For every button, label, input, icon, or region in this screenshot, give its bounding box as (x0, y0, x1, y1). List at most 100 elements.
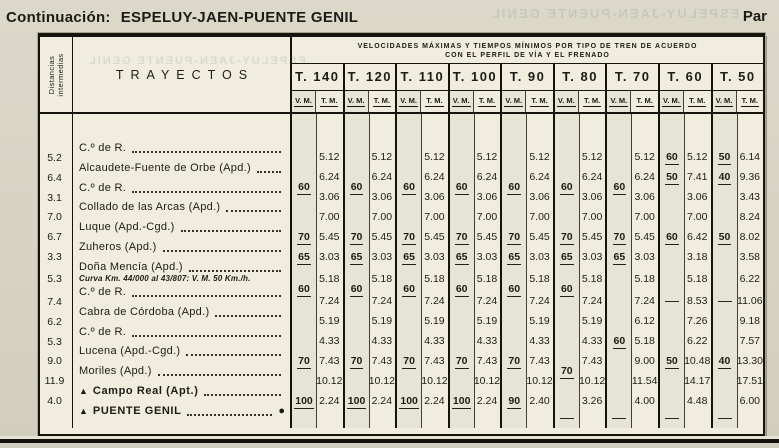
tm-value: 4.33 (529, 335, 550, 347)
tm-value: 7.00 (634, 210, 655, 223)
tm-value: 7.43 (476, 354, 498, 367)
station-row: Cabra de Córdoba (Apd.) (79, 304, 285, 320)
tm-header: T. M. (684, 91, 711, 113)
train-column-T110: 5.12 6.24 3.06 7.00 5.45 3.03 5.18 7.24 5.19 4.33… (395, 114, 448, 428)
vm-value: 70 (607, 230, 631, 245)
tm-value: 3.06 (529, 191, 550, 204)
tm-value: 6.24 (476, 171, 498, 184)
vm-value: 65 (345, 250, 369, 265)
tm-value: 3.06 (687, 191, 708, 204)
vm-value: 60 (502, 282, 526, 297)
tm-value: 6.42 (687, 230, 708, 243)
vmtm-pair: V. M. T. M. (710, 90, 764, 112)
vm-value-text: 100 (346, 394, 367, 409)
vm-value: 60 (607, 180, 631, 196)
tm-value: 4.33 (424, 335, 445, 347)
train-type-header: T. 120 (342, 63, 396, 90)
vm-value: 60 (397, 282, 421, 297)
station-name: Lucena (Apd.-Cgd.) (79, 345, 181, 358)
bleedthrough-text: ESPELUY-JAEN-PUENTE GENIL (87, 55, 306, 67)
tm-value: 5.18 (687, 272, 708, 285)
station-name: Collado de las Arcas (Apd.) (79, 201, 221, 214)
tm-value: 7.00 (319, 210, 340, 223)
vm-value: 100 (397, 394, 421, 409)
train-column-T70: 5.12 6.24 3.06 7.00 5.45 3.03 5.18 7.24 6.12 5.18… (605, 114, 658, 428)
vm-value: 60 (292, 282, 316, 297)
tm-header: T. M. (316, 91, 343, 113)
tm-header-label: T. M. (320, 95, 339, 107)
dotted-leader (132, 190, 281, 193)
tm-value: 5.18 (634, 335, 655, 347)
tm-value: 10.12 (316, 374, 343, 387)
station-name: Campo Real (Apt.) (92, 385, 199, 398)
vm-value: 60 (292, 180, 316, 196)
tm-value: 7.57 (739, 335, 760, 347)
tm-value: 7.24 (476, 295, 498, 308)
vm-value: 40 (713, 170, 737, 186)
page-title: Continuación: ESPELUY-JAEN-PUENTE GENIL (6, 9, 358, 26)
speed-banner: VELOCIDADES MÁXIMAS Y TIEMPOS MÍNIMOS PO… (292, 37, 763, 64)
distance-value: 5.3 (47, 273, 62, 286)
vm-value-text: 65 (402, 250, 416, 265)
station-name: C.º de R. (79, 325, 127, 338)
tm-value: 7.00 (476, 210, 498, 223)
train-type-header: T. 110 (395, 63, 448, 90)
vm-value-text: 70 (349, 354, 364, 369)
train-type-header: T. 70 (605, 63, 658, 90)
tm-value: 11.06 (737, 295, 763, 308)
tm-value: 5.12 (476, 151, 498, 164)
distance-value: 7.0 (47, 211, 62, 224)
train-column-T120: 5.12 6.24 3.06 7.00 5.45 3.03 5.18 7.24 5.19 4.33… (342, 114, 396, 428)
tm-value: 3.03 (476, 250, 498, 263)
vm-value: 50 (660, 170, 684, 186)
vm-value-text: 60 (612, 335, 627, 349)
tm-header-label: T. M. (635, 95, 654, 107)
train-column-T100: 5.12 6.24 3.06 7.00 5.45 3.03 5.18 7.24 5.19 4.33… (447, 114, 501, 428)
vmtm-pair: V. M. T. M. (500, 90, 553, 112)
vm-value-text: 70 (402, 354, 416, 369)
vmtm-row: V. M. T. M. V. M. T. M. V. M. T. M. V. M. T. M.… (292, 90, 764, 114)
table-header: Distancias intermedias ESPELUY-JAEN-PUEN… (40, 37, 763, 114)
page-bottom-edge (0, 439, 779, 443)
tm-value: 8.24 (739, 210, 760, 223)
tm-header: T. M. (369, 91, 396, 113)
vm-value-text: 70 (297, 354, 311, 369)
vm-subcolumn (292, 114, 317, 428)
dotted-leader (132, 150, 281, 153)
vm-value: 100 (450, 394, 474, 409)
vm-header-label: V. M. (714, 95, 734, 107)
train-type-header: T. 90 (500, 63, 553, 90)
vm-value-text: 60 (297, 282, 311, 297)
dotted-leader (226, 210, 281, 213)
tm-header-label: T. M. (688, 95, 707, 107)
vm-subcolumn (712, 114, 738, 428)
tm-value: 5.45 (424, 230, 445, 243)
tm-value: 4.33 (319, 335, 340, 347)
tm-value: 3.18 (687, 250, 708, 263)
vm-value: 60 (607, 334, 631, 349)
page-corner-label: Par (742, 8, 767, 25)
distance-value: 4.0 (47, 395, 62, 408)
vm-value: 60 (555, 180, 579, 196)
tm-header: T. M. (474, 91, 501, 113)
table-body: 5.2 6.4 3.1 7.0 6.7 3.3 5.3 7.4 6.2 5.3 9.0 11.9 4.0… (40, 114, 763, 428)
vm-value-text: 70 (559, 364, 574, 379)
dotted-leader (186, 354, 281, 357)
vm-header-label: V. M. (504, 95, 524, 107)
vm-value-text: 65 (507, 250, 522, 265)
tm-value: 3.06 (319, 191, 340, 204)
tm-value: 3.26 (581, 394, 603, 407)
tm-value: 5.12 (371, 151, 393, 164)
tm-value: 10.12 (578, 374, 606, 387)
tm-value: 8.53 (687, 295, 708, 308)
vm-value-text: 100 (399, 394, 419, 409)
vm-header: V. M. (397, 90, 422, 112)
vm-header: V. M. (712, 90, 737, 112)
train-type-header: T. 50 (710, 63, 764, 90)
vm-value-text: 50 (717, 230, 732, 245)
distance-value: 5.2 (47, 151, 62, 164)
train-column-T50: 6.14 9.36 3.43 8.24 8.02 3.58 6.22 11.06 9.18 7.5… (710, 114, 764, 428)
vm-value: 60 (660, 150, 684, 166)
triangle-icon: ▲ (79, 405, 88, 416)
station-name: Cabra de Córdoba (Apd.) (79, 305, 210, 318)
